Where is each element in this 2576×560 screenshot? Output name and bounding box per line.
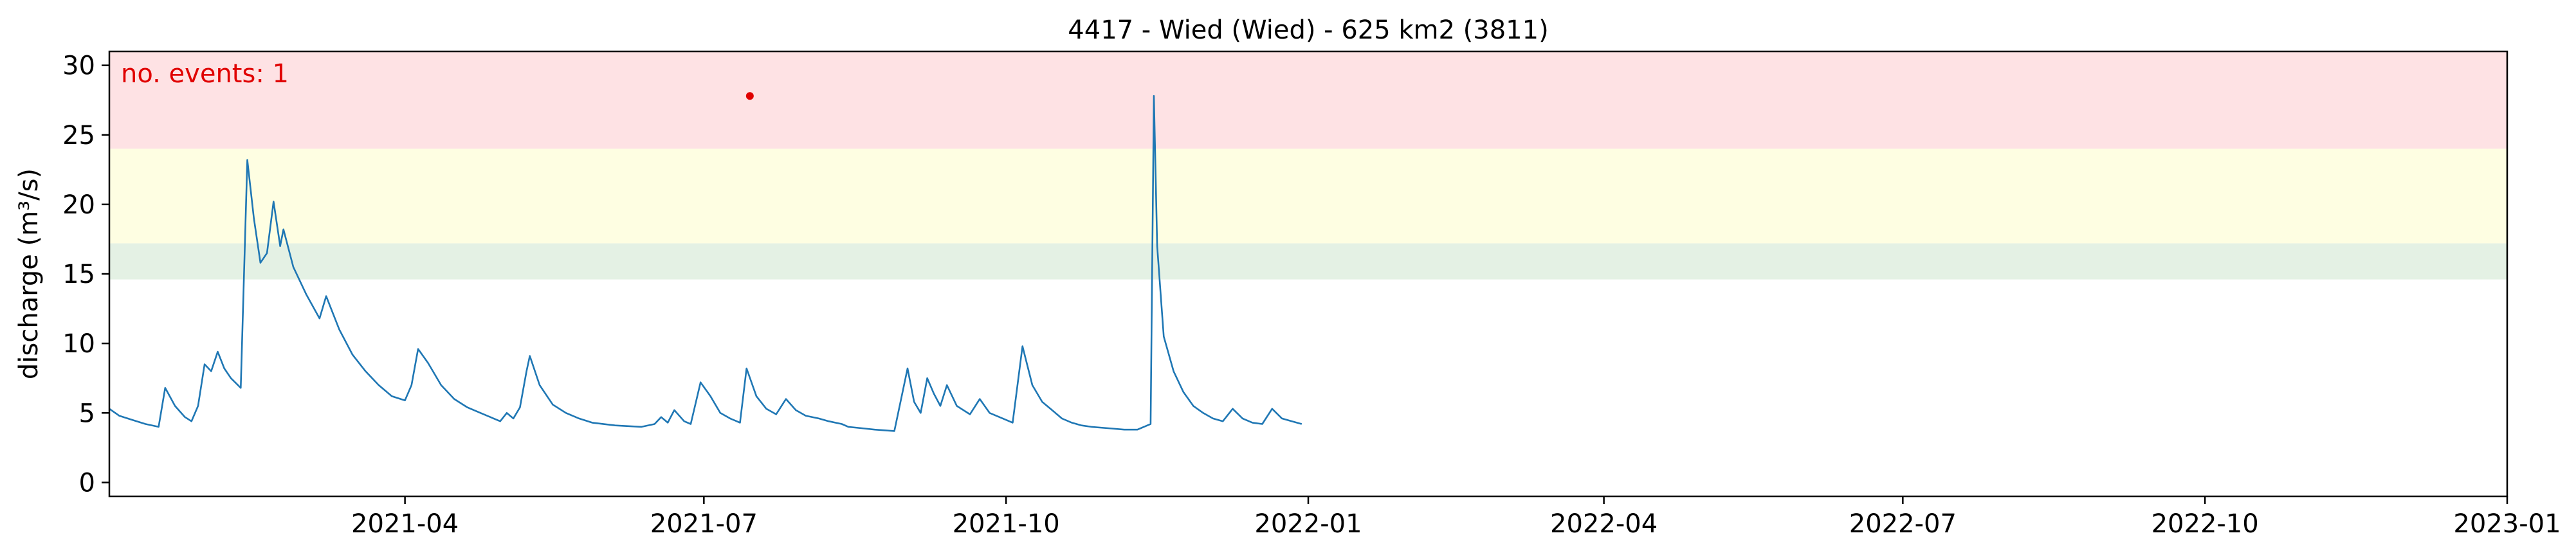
- x-tick-label-2022-04: 2022-04: [1550, 509, 1658, 539]
- x-tick-label-2021-10: 2021-10: [953, 509, 1060, 539]
- discharge-series: [109, 95, 1302, 432]
- threshold-bands: [109, 51, 2507, 280]
- y-tick-label-20: 20: [62, 190, 95, 220]
- y-tick-label-5: 5: [79, 399, 95, 428]
- x-tick-label-2022-01: 2022-01: [1254, 509, 1362, 539]
- y-tick-label-15: 15: [62, 260, 95, 289]
- y-tick-label-0: 0: [79, 468, 95, 498]
- y-axis-label: discharge (m³/s): [14, 168, 44, 379]
- y-tick-label-25: 25: [62, 121, 95, 150]
- x-tick-label-2022-07: 2022-07: [1849, 509, 1957, 539]
- chart-title: 4417 - Wied (Wied) - 625 km2 (3811): [1068, 15, 1548, 45]
- threshold-band-3: [109, 51, 2507, 149]
- x-tick-label-2021-07: 2021-07: [650, 509, 758, 539]
- events-count-annotation: no. events: 1: [121, 59, 289, 89]
- event-marker: [745, 92, 754, 100]
- y-tick-label-10: 10: [62, 329, 95, 359]
- x-tick-label-2021-04: 2021-04: [351, 509, 459, 539]
- event-markers: [745, 92, 754, 100]
- threshold-band-1: [109, 243, 2507, 280]
- y-tick-label-30: 30: [62, 51, 95, 81]
- x-axis: 2021-04 2021-07 2021-10 2022-01 2022-04 2022-…: [351, 496, 2561, 539]
- y-axis: 0 5 10 15 20 25 30: [62, 51, 109, 498]
- threshold-band-2: [109, 149, 2507, 244]
- series-line-1: [109, 95, 1302, 432]
- x-tick-label-2022-10: 2022-10: [2151, 509, 2259, 539]
- x-tick-label-2023-01: 2023-01: [2453, 509, 2561, 539]
